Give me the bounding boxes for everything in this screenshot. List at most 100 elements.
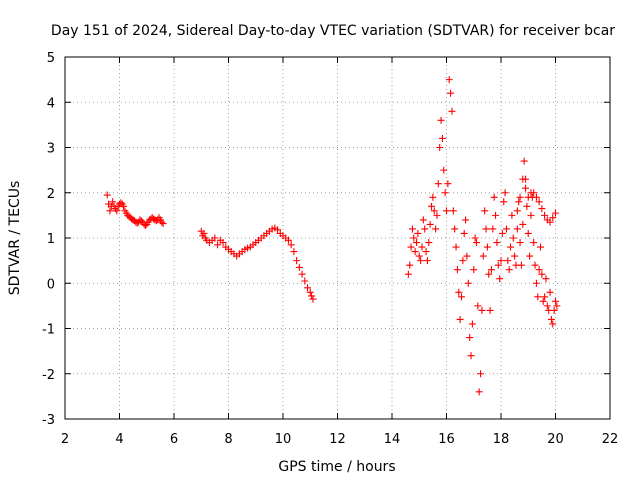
data-point xyxy=(426,220,434,228)
data-point xyxy=(471,234,479,242)
data-point xyxy=(444,180,452,188)
data-point xyxy=(513,225,521,233)
data-point xyxy=(413,239,421,247)
data-point xyxy=(418,243,426,251)
data-point xyxy=(466,334,474,342)
x-tick-label: 14 xyxy=(384,432,401,447)
data-point xyxy=(414,229,422,237)
data-point xyxy=(103,191,111,199)
data-point xyxy=(430,207,438,215)
data-point xyxy=(490,193,498,201)
data-point xyxy=(407,243,415,251)
data-point xyxy=(408,225,416,233)
data-point xyxy=(539,297,547,305)
data-point xyxy=(449,207,457,215)
data-point xyxy=(301,277,309,285)
y-tick-label: 3 xyxy=(47,142,55,157)
data-point xyxy=(120,202,128,210)
data-point xyxy=(517,261,525,269)
data-point xyxy=(457,293,465,301)
data-points xyxy=(103,76,561,396)
data-point xyxy=(511,252,519,260)
data-point xyxy=(440,166,448,174)
data-point xyxy=(159,220,167,228)
y-tick-label: 1 xyxy=(47,232,55,247)
data-point xyxy=(428,202,436,210)
data-point xyxy=(453,266,461,274)
x-tick-label: 18 xyxy=(493,432,510,447)
data-point xyxy=(543,302,551,310)
x-tick-label: 12 xyxy=(329,432,346,447)
data-point xyxy=(549,320,557,328)
data-point xyxy=(422,248,430,256)
data-point xyxy=(542,275,550,283)
data-point xyxy=(532,279,540,287)
data-point xyxy=(287,241,295,249)
data-point xyxy=(158,218,166,226)
data-point xyxy=(498,229,506,237)
data-point xyxy=(472,239,480,247)
data-point xyxy=(421,225,429,233)
data-point xyxy=(462,216,470,224)
data-point xyxy=(522,184,530,192)
data-point xyxy=(293,257,301,265)
data-point xyxy=(497,257,505,265)
data-point xyxy=(552,209,559,217)
data-point xyxy=(516,239,524,247)
data-point xyxy=(404,270,412,278)
data-point xyxy=(549,214,557,222)
y-tick-label: 4 xyxy=(47,96,55,111)
chart-title: Day 151 of 2024, Sidereal Day-to-day VTE… xyxy=(51,23,615,39)
data-point xyxy=(535,198,543,206)
y-tick-label: 2 xyxy=(47,187,55,202)
data-point xyxy=(524,193,532,201)
data-point xyxy=(487,266,495,274)
data-point xyxy=(441,189,449,197)
data-point xyxy=(508,211,516,219)
data-point xyxy=(211,234,219,242)
y-tick-label: -3 xyxy=(42,413,55,428)
data-point xyxy=(527,211,535,219)
data-point xyxy=(443,207,450,215)
data-point xyxy=(482,225,490,233)
data-point xyxy=(531,261,539,269)
data-point xyxy=(410,234,418,242)
data-point xyxy=(109,198,117,206)
data-point xyxy=(537,243,545,251)
data-point xyxy=(477,370,485,378)
data-point xyxy=(541,293,549,301)
data-point xyxy=(219,239,227,247)
data-point xyxy=(429,193,437,201)
data-point xyxy=(534,293,542,301)
data-point xyxy=(553,302,561,310)
data-point xyxy=(530,239,538,247)
data-point xyxy=(546,218,554,226)
data-point xyxy=(214,241,222,249)
data-point xyxy=(200,229,208,237)
data-point xyxy=(411,248,419,256)
data-point xyxy=(417,257,425,265)
data-point xyxy=(479,252,487,260)
data-point xyxy=(507,243,515,251)
data-point xyxy=(516,193,524,201)
data-point xyxy=(445,76,453,84)
y-tick-label: 5 xyxy=(47,51,55,66)
data-point xyxy=(467,352,475,360)
data-point xyxy=(538,205,546,213)
data-point xyxy=(463,252,471,260)
y-tick-label: 0 xyxy=(47,277,55,292)
data-point xyxy=(304,284,312,292)
data-point xyxy=(485,270,493,278)
data-point xyxy=(519,220,527,228)
data-point xyxy=(550,306,558,314)
data-point xyxy=(538,270,546,278)
data-point xyxy=(520,157,528,165)
data-point xyxy=(106,207,114,215)
grid xyxy=(65,57,610,419)
data-point xyxy=(515,198,523,206)
data-point xyxy=(433,211,441,219)
y-tick-label: -1 xyxy=(42,323,55,338)
data-point xyxy=(298,270,306,278)
data-point xyxy=(513,207,521,215)
